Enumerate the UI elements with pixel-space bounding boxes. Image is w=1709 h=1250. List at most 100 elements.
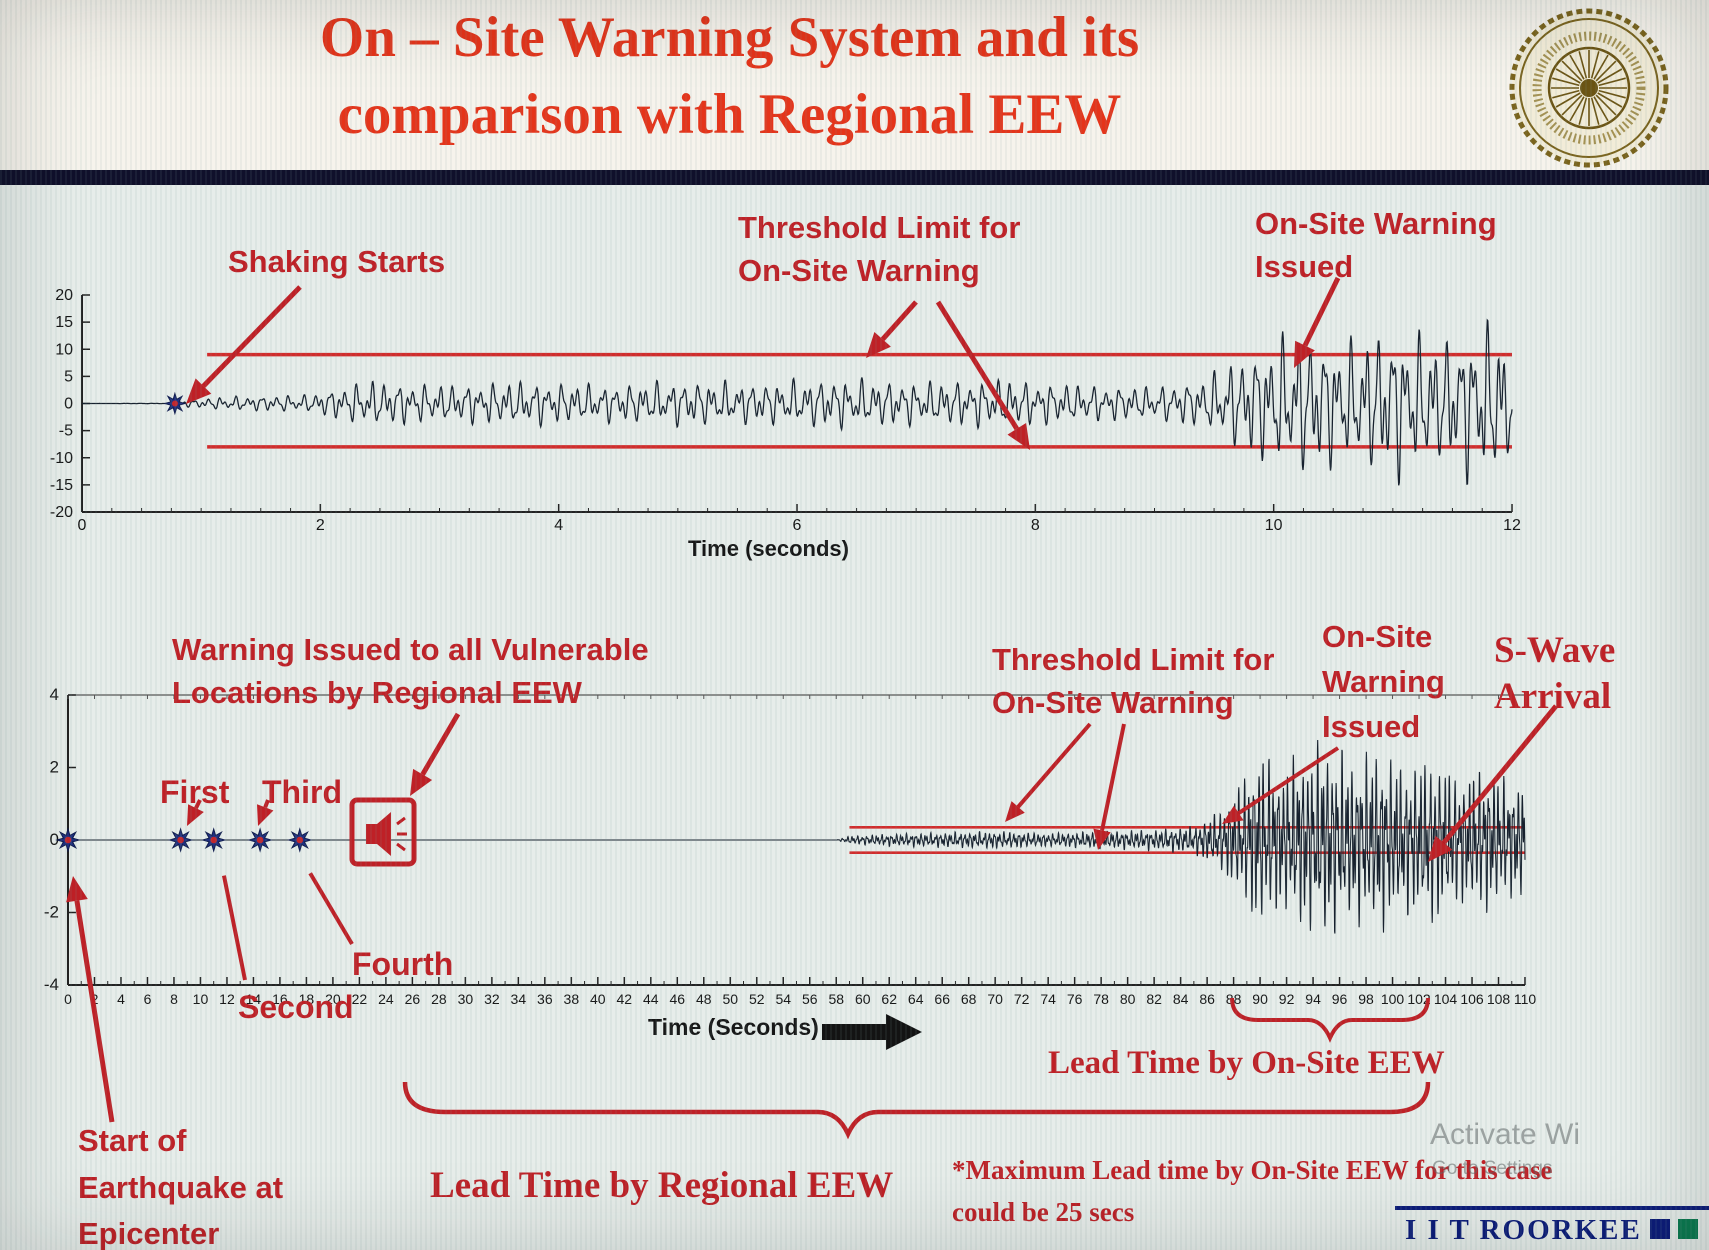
top-chart-x-tick-label: 6: [793, 517, 802, 534]
arrow-threshold-lower-top-head: [1007, 423, 1030, 450]
annotation-fourth-pwave: Fourth: [352, 946, 454, 982]
arrow-threshold-upper-top: [880, 300, 918, 342]
top-chart-x-tick-label: 12: [1503, 517, 1521, 534]
bottom-chart-x-tick-label: 110: [1514, 991, 1537, 1007]
header-divider-bar: [0, 170, 1709, 185]
bottom-chart-x-tick-label: 4: [117, 991, 125, 1007]
bottom-chart-x-tick-label: 28: [431, 991, 447, 1007]
annotation-bottom-threshold: Threshold Limit for On-Site Warning: [992, 638, 1274, 725]
bottom-chart-x-tick-label: 104: [1434, 991, 1458, 1007]
top-chart-y-tick-label: 15: [55, 314, 73, 331]
bottom-chart-x-tick-label: 36: [537, 991, 553, 1007]
bottom-chart-x-tick-label: 8: [170, 991, 178, 1007]
bottom-chart-x-tick-label: 12: [219, 991, 235, 1007]
bottom-chart-x-tick-label: 34: [511, 991, 527, 1007]
annotation-first-pwave: First: [160, 774, 230, 810]
bottom-chart-x-tick-label: 30: [458, 991, 474, 1007]
logo-ring: [1519, 18, 1659, 158]
broadcast-speaker-icon: [366, 812, 391, 856]
bottom-chart-x-tick-label: 70: [987, 991, 1003, 1007]
bottom-chart-x-tick-label: 50: [722, 991, 738, 1007]
top-chart-x-tick-label: 10: [1265, 517, 1283, 534]
bottom-chart-x-tick-label: 66: [934, 991, 950, 1007]
annotation-line: Arrival: [1494, 676, 1612, 718]
logo-spoke: [1569, 54, 1585, 80]
top-chart-y-tick-label: -15: [50, 477, 73, 494]
bottom-chart-x-tick-label: 6: [144, 991, 152, 1007]
broadcast-waves-icon: [396, 816, 407, 852]
slide-title-line2: comparison with Regional EEW: [337, 82, 1122, 146]
arrow-regional-warning: [420, 712, 461, 776]
top-chart-y-tick-label: 10: [55, 341, 73, 358]
top-chart-x-tick-label: 4: [554, 517, 563, 534]
logo-spoke: [1552, 89, 1580, 99]
bottom-chart-x-tick-label: 80: [1120, 991, 1136, 1007]
logo-spoke: [1555, 92, 1581, 108]
brand-text: I I T ROORKEE: [1405, 1214, 1642, 1246]
arrow-first-pwave-head: [187, 804, 204, 826]
logo-spoke: [1597, 92, 1623, 108]
bottom-chart-x-tick-label: 56: [802, 991, 818, 1007]
bottom-chart-x-tick-label: 26: [405, 991, 421, 1007]
annotation-regional-warning: Warning Issued to all Vulnerable Locatio…: [172, 628, 649, 715]
bottom-chart-x-tick-label: 54: [775, 991, 791, 1007]
line-fourth-pwave: [308, 872, 354, 946]
logo-spoke: [1595, 94, 1617, 116]
bottom-chart-x-tick-label: 32: [484, 991, 500, 1007]
arrow-threshold-lower-top: [935, 300, 1019, 431]
shaking-start-marker-center: [171, 400, 178, 407]
bottom-chart-x-tick-label: 78: [1093, 991, 1109, 1007]
bottom-chart-x-tick-label: 60: [855, 991, 871, 1007]
logo-spoke: [1590, 97, 1600, 125]
arrow-threshold-upper-bottom-head: [1005, 801, 1025, 822]
annotation-second-pwave: Second: [238, 989, 354, 1025]
bottom-chart-x-tick-label: 90: [1252, 991, 1268, 1007]
regional-warning-broadcast-icon: [349, 797, 417, 867]
annotation-bottom-warning-issued: On-Site Warning Issued: [1322, 615, 1445, 750]
slide-title-line1: On – Site Warning System and its: [319, 6, 1140, 69]
annotation-top-threshold: Threshold Limit for On-Site Warning: [738, 206, 1020, 293]
bottom-chart-y-tick-label: -2: [44, 903, 59, 922]
bottom-chart-x-tick-label: 20: [325, 991, 341, 1007]
bottom-chart-x-tick-label: 74: [1040, 991, 1056, 1007]
annotation-third-pwave: Third: [262, 774, 342, 810]
p-wave-marker-2-center: [177, 836, 184, 844]
top-chart-y-tick-label: -20: [50, 504, 73, 521]
arrow-bottom-warning-issued: [1237, 746, 1340, 815]
arrow-third-pwave-head: [257, 804, 274, 826]
bottom-chart-x-tick-label: 14: [246, 991, 262, 1007]
line-second-pwave: [221, 875, 247, 981]
bottom-chart-x-tick-label: 68: [961, 991, 977, 1007]
annotation-top-warning-issued: On-Site Warning Issued: [1255, 202, 1497, 289]
bottom-chart-x-tick-label: 52: [749, 991, 765, 1007]
arrow-start-epicenter: [74, 900, 115, 1123]
annotation-line: On-Site: [1322, 619, 1433, 654]
logo-spoke: [1561, 94, 1583, 116]
annotation-line: Threshold Limit for: [738, 210, 1021, 245]
arrow-top-warning-issued: [1302, 276, 1341, 347]
watermark-subline: Go to Settings: [1432, 1158, 1553, 1179]
arrow-shaking-starts: [201, 285, 302, 388]
logo-spoke: [1595, 60, 1617, 82]
arrow-threshold-lower-bottom-head: [1093, 828, 1111, 850]
logo-spoke: [1555, 68, 1581, 84]
logo-spoke: [1593, 96, 1609, 122]
bottom-chart-x-tick-label: 40: [590, 991, 606, 1007]
slide-title: On – Site Warning System and its compari…: [0, 0, 1459, 154]
bottom-chart-x-tick-label: 92: [1279, 991, 1295, 1007]
annotation-line: Earthquake at: [78, 1169, 284, 1205]
footer-rule: [1395, 1206, 1709, 1210]
bottom-chart-y-tick-label: -4: [44, 975, 59, 994]
iit-roorkee-logo: [1509, 8, 1669, 168]
slide-header: On – Site Warning System and its compari…: [0, 0, 1709, 170]
bottom-chart-x-tick-label: 64: [908, 991, 924, 1007]
bottom-chart-x-tick-label: 24: [378, 991, 394, 1007]
bottom-chart-x-tick-label: 44: [643, 991, 659, 1007]
brace-lead-time-onsite: [1230, 997, 1430, 1043]
top-chart-y-tick-label: -5: [59, 423, 73, 440]
annotation-swave-arrival: S-Wave Arrival: [1494, 628, 1615, 721]
arrow-swave-arrival-head: [1428, 835, 1453, 862]
top-chart-xlabel: Time (seconds): [688, 536, 849, 561]
bottom-chart-x-tick-label: 62: [881, 991, 897, 1007]
